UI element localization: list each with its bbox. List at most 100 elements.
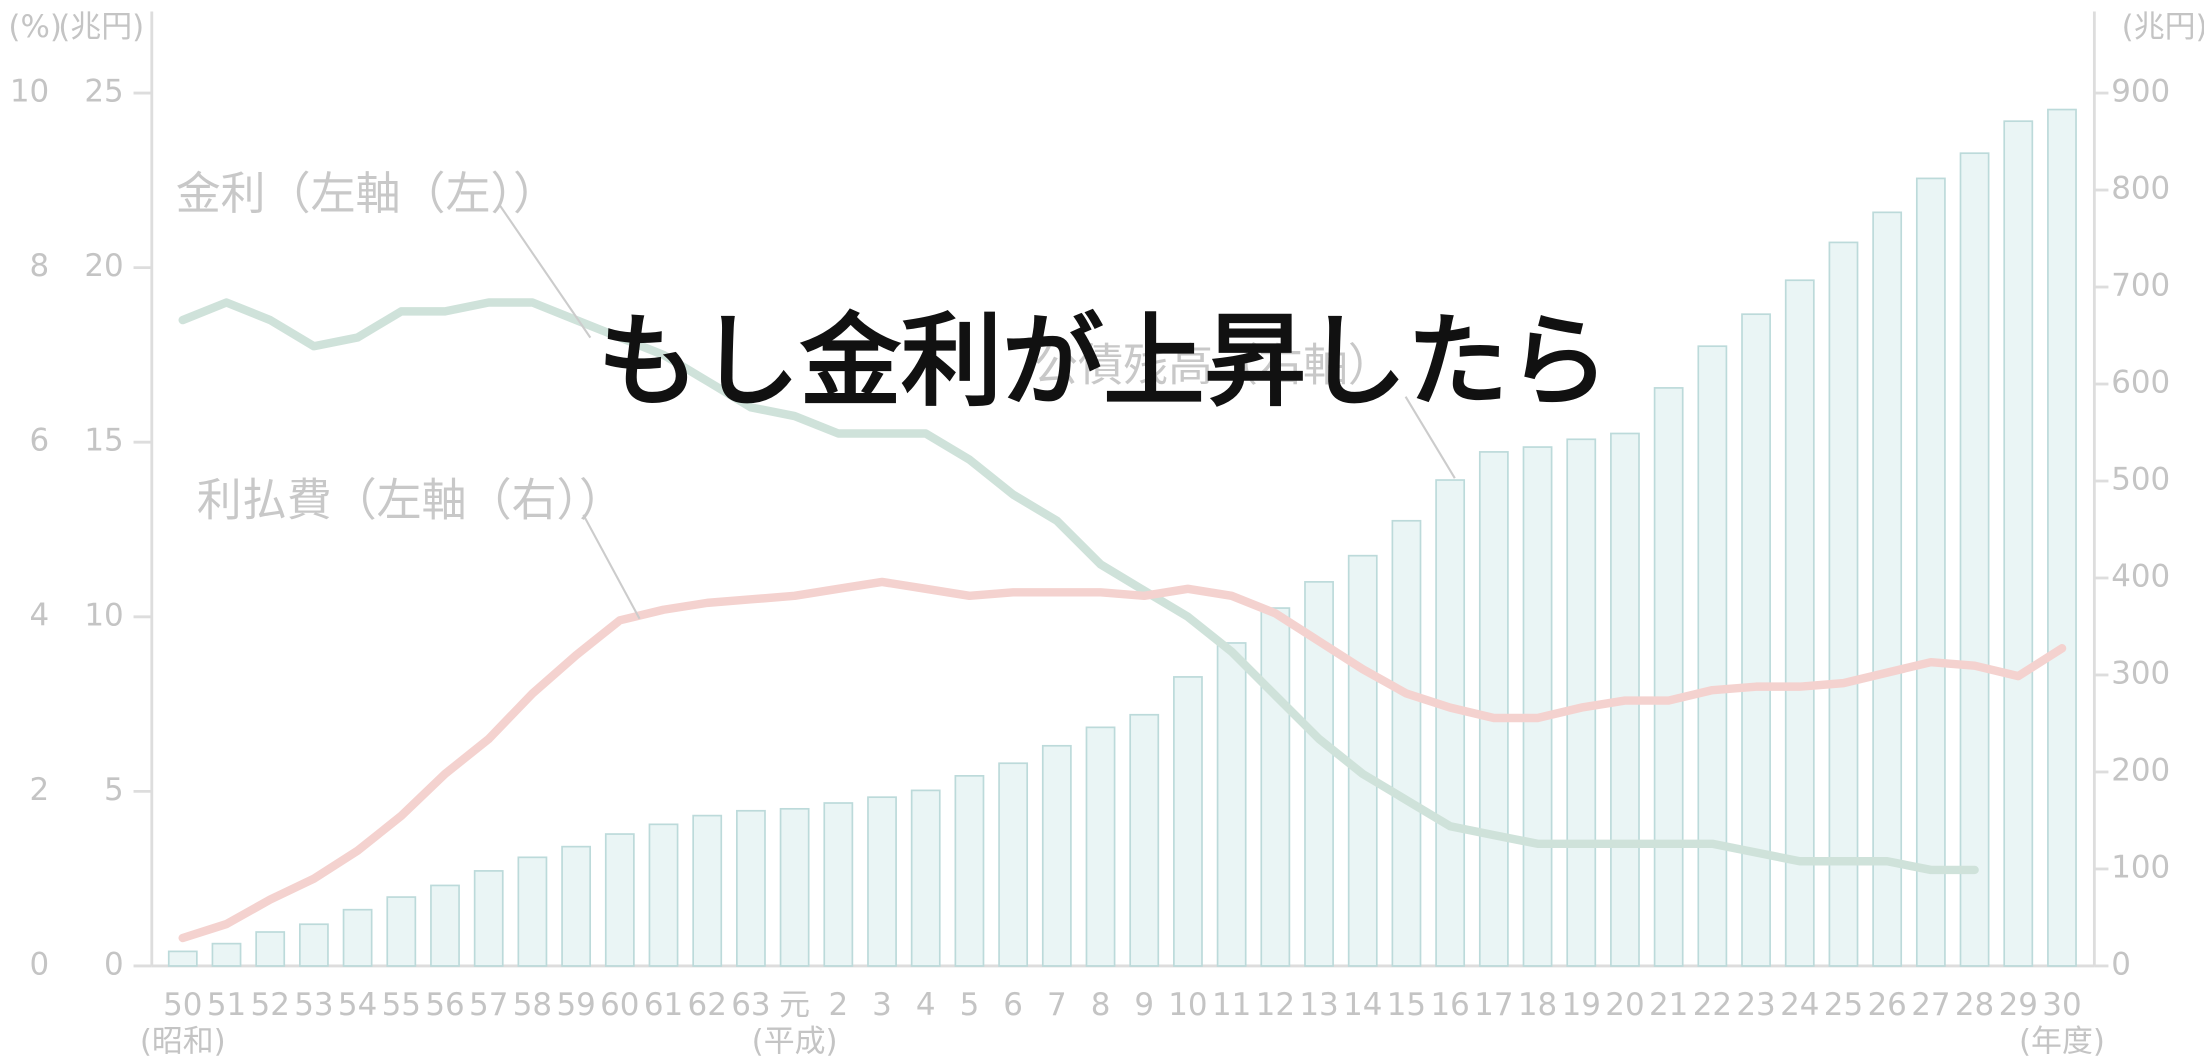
annotation: 金利（左軸（左）） xyxy=(176,167,558,220)
x-tick-label: 18 xyxy=(1518,987,1557,1023)
x-tick-label: 53 xyxy=(294,987,333,1023)
pct-tick-label: 10 xyxy=(10,74,49,110)
bar xyxy=(1522,446,1553,967)
pct-tick-label: 6 xyxy=(30,423,50,459)
bar xyxy=(517,856,548,967)
y2-tick-label: 900 xyxy=(2111,74,2170,110)
bar xyxy=(1173,676,1203,967)
bar xyxy=(473,870,504,967)
x-sublabel: (年度) xyxy=(2019,1024,2105,1059)
y-tick-label: 0 xyxy=(104,946,124,982)
bar xyxy=(1959,152,1990,967)
bar xyxy=(1435,479,1466,967)
pct-tick-label: 2 xyxy=(30,772,50,808)
y2-tick-label: 100 xyxy=(2111,849,2170,885)
x-tick-label: 8 xyxy=(1091,987,1111,1023)
pct-axis-unit: (%) xyxy=(8,9,61,45)
x-tick-label: 24 xyxy=(1780,987,1819,1023)
leader-line xyxy=(498,203,592,339)
x-tick-label: 63 xyxy=(731,987,770,1023)
bar xyxy=(1697,345,1728,967)
bar xyxy=(1347,554,1378,967)
x-tick-label: 17 xyxy=(1474,987,1513,1023)
bar xyxy=(561,845,592,967)
x-sublabel: (平成) xyxy=(752,1024,838,1059)
y2-tick-label: 700 xyxy=(2111,268,2170,304)
x-tick-label: 13 xyxy=(1299,987,1338,1023)
x-tick-label: 60 xyxy=(600,987,639,1023)
bar xyxy=(1653,387,1684,967)
bar xyxy=(386,896,417,967)
annotation: 利払費（左軸（右）） xyxy=(197,473,624,526)
x-tick-label: 11 xyxy=(1212,987,1251,1023)
x-tick-label: 29 xyxy=(1999,987,2038,1023)
bar xyxy=(1391,519,1422,967)
x-tick-label: 21 xyxy=(1649,987,1688,1023)
x-tick-label: 7 xyxy=(1047,987,1067,1023)
x-tick-label: 15 xyxy=(1387,987,1426,1023)
y-tick-label: 25 xyxy=(84,74,123,110)
line xyxy=(178,577,2067,943)
bar xyxy=(2003,120,2034,967)
x-tick-label: 28 xyxy=(1955,987,1994,1023)
bar xyxy=(1784,279,1815,967)
y-tick-label: 5 xyxy=(104,772,124,808)
x-tick-label: 16 xyxy=(1430,987,1469,1023)
bar xyxy=(998,762,1029,967)
bar xyxy=(1741,313,1771,967)
bar xyxy=(910,789,941,967)
y-tick-label: 15 xyxy=(84,423,123,459)
x-tick-label: 50 xyxy=(163,987,202,1023)
x-tick-label: 4 xyxy=(916,987,936,1023)
x-tick-label: 9 xyxy=(1134,987,1154,1023)
leader-line xyxy=(582,514,641,620)
pct-tick-label: 0 xyxy=(30,946,50,982)
x-tick-label: 元 xyxy=(779,987,810,1023)
bar xyxy=(1828,241,1859,967)
bar xyxy=(1085,726,1116,967)
x-tick-label: 5 xyxy=(960,987,980,1023)
left-axis-unit: (兆円) xyxy=(58,9,144,45)
bar xyxy=(2047,108,2077,967)
x-tick-label: 26 xyxy=(1867,987,1906,1023)
x-tick-label: 62 xyxy=(688,987,727,1023)
x-tick-label: 61 xyxy=(644,987,683,1023)
bar xyxy=(255,931,286,967)
marks: 0246810051015202501002003004005006007008… xyxy=(10,74,2170,1059)
x-tick-label: 12 xyxy=(1256,987,1295,1023)
x-tick-label: 19 xyxy=(1562,987,1601,1023)
y2-tick-label: 800 xyxy=(2111,171,2170,207)
x-tick-label: 58 xyxy=(513,987,552,1023)
x-tick-label: 27 xyxy=(1911,987,1950,1023)
bar xyxy=(211,942,242,967)
bar xyxy=(1260,607,1291,967)
bar xyxy=(1129,713,1160,967)
x-tick-label: 20 xyxy=(1605,987,1644,1023)
bar xyxy=(779,807,810,967)
bar xyxy=(1915,177,1946,967)
bar xyxy=(954,775,985,967)
leader-line xyxy=(1404,396,1456,479)
x-tick-label: 57 xyxy=(469,987,508,1023)
pct-tick-label: 8 xyxy=(30,248,50,284)
x-tick-label: 59 xyxy=(556,987,595,1023)
bar xyxy=(692,814,723,967)
x-tick-label: 10 xyxy=(1168,987,1207,1023)
bar xyxy=(867,796,897,967)
y2-tick-label: 400 xyxy=(2111,558,2170,594)
y2-tick-label: 300 xyxy=(2111,655,2170,691)
x-tick-label: 25 xyxy=(1824,987,1863,1023)
y2-tick-label: 200 xyxy=(2111,752,2170,788)
y2-tick-label: 500 xyxy=(2111,462,2170,498)
annotation: 公債残高（右軸） xyxy=(1033,339,1393,392)
bar xyxy=(342,908,373,967)
bar xyxy=(1041,744,1072,967)
x-sublabel: (昭和) xyxy=(140,1024,226,1059)
bar xyxy=(430,884,460,967)
y-tick-label: 20 xyxy=(84,248,123,284)
x-tick-label: 2 xyxy=(828,987,848,1023)
overlay-title: もし金利が上昇したら xyxy=(597,302,1609,420)
bar xyxy=(648,823,679,967)
